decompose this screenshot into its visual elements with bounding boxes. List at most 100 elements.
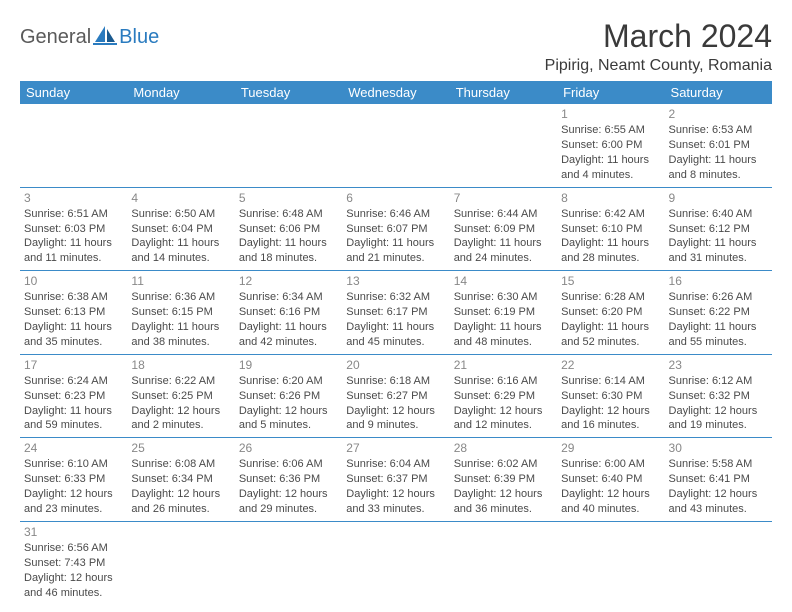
calendar-day-cell: 9Sunrise: 6:40 AMSunset: 6:12 PMDaylight… bbox=[665, 187, 772, 271]
sunset-text: Sunset: 6:12 PM bbox=[669, 222, 768, 237]
day-number: 19 bbox=[239, 357, 338, 373]
sunset-text: Sunset: 6:37 PM bbox=[346, 472, 445, 487]
day-number: 6 bbox=[346, 190, 445, 206]
day-number: 4 bbox=[131, 190, 230, 206]
calendar-day-cell: 31Sunrise: 6:56 AMSunset: 7:43 PMDayligh… bbox=[20, 521, 127, 604]
calendar-week-row: 1Sunrise: 6:55 AMSunset: 6:00 PMDaylight… bbox=[20, 104, 772, 187]
day-info: Sunrise: 6:10 AMSunset: 6:33 PMDaylight:… bbox=[24, 457, 123, 516]
calendar-empty-cell bbox=[450, 104, 557, 187]
daylight-text: Daylight: 12 hours and 46 minutes. bbox=[24, 571, 123, 601]
sunrise-text: Sunrise: 6:24 AM bbox=[24, 374, 123, 389]
calendar-empty-cell bbox=[557, 521, 664, 604]
sunrise-text: Sunrise: 6:14 AM bbox=[561, 374, 660, 389]
sunrise-text: Sunrise: 6:44 AM bbox=[454, 207, 553, 222]
calendar-day-cell: 17Sunrise: 6:24 AMSunset: 6:23 PMDayligh… bbox=[20, 354, 127, 438]
calendar-day-cell: 1Sunrise: 6:55 AMSunset: 6:00 PMDaylight… bbox=[557, 104, 664, 187]
logo-text-blue: Blue bbox=[119, 26, 159, 49]
calendar-empty-cell bbox=[342, 104, 449, 187]
day-number: 29 bbox=[561, 440, 660, 456]
day-info: Sunrise: 6:06 AMSunset: 6:36 PMDaylight:… bbox=[239, 457, 338, 516]
sunset-text: Sunset: 6:17 PM bbox=[346, 305, 445, 320]
sunrise-text: Sunrise: 6:18 AM bbox=[346, 374, 445, 389]
sunrise-text: Sunrise: 6:00 AM bbox=[561, 457, 660, 472]
day-number: 30 bbox=[669, 440, 768, 456]
sunrise-text: Sunrise: 6:48 AM bbox=[239, 207, 338, 222]
sunrise-text: Sunrise: 6:30 AM bbox=[454, 290, 553, 305]
header: General Blue March 2024 Pipirig, Neamt C… bbox=[20, 18, 772, 75]
sunrise-text: Sunrise: 6:46 AM bbox=[346, 207, 445, 222]
calendar-day-cell: 15Sunrise: 6:28 AMSunset: 6:20 PMDayligh… bbox=[557, 271, 664, 355]
day-number: 21 bbox=[454, 357, 553, 373]
header-right: March 2024 Pipirig, Neamt County, Romani… bbox=[545, 18, 772, 75]
sunrise-text: Sunrise: 6:53 AM bbox=[669, 123, 768, 138]
calendar-week-row: 31Sunrise: 6:56 AMSunset: 7:43 PMDayligh… bbox=[20, 521, 772, 604]
sunrise-text: Sunrise: 6:32 AM bbox=[346, 290, 445, 305]
day-number: 3 bbox=[24, 190, 123, 206]
calendar-day-cell: 23Sunrise: 6:12 AMSunset: 6:32 PMDayligh… bbox=[665, 354, 772, 438]
calendar-day-cell: 26Sunrise: 6:06 AMSunset: 6:36 PMDayligh… bbox=[235, 438, 342, 522]
day-number: 7 bbox=[454, 190, 553, 206]
day-info: Sunrise: 6:02 AMSunset: 6:39 PMDaylight:… bbox=[454, 457, 553, 516]
day-info: Sunrise: 6:00 AMSunset: 6:40 PMDaylight:… bbox=[561, 457, 660, 516]
daylight-text: Daylight: 11 hours and 31 minutes. bbox=[669, 236, 768, 266]
calendar-empty-cell bbox=[450, 521, 557, 604]
sunrise-text: Sunrise: 6:06 AM bbox=[239, 457, 338, 472]
day-number: 23 bbox=[669, 357, 768, 373]
sunset-text: Sunset: 6:13 PM bbox=[24, 305, 123, 320]
day-number: 28 bbox=[454, 440, 553, 456]
calendar-body: 1Sunrise: 6:55 AMSunset: 6:00 PMDaylight… bbox=[20, 104, 772, 604]
day-info: Sunrise: 6:32 AMSunset: 6:17 PMDaylight:… bbox=[346, 290, 445, 349]
day-number: 5 bbox=[239, 190, 338, 206]
daylight-text: Daylight: 11 hours and 48 minutes. bbox=[454, 320, 553, 350]
calendar-day-cell: 12Sunrise: 6:34 AMSunset: 6:16 PMDayligh… bbox=[235, 271, 342, 355]
day-info: Sunrise: 6:24 AMSunset: 6:23 PMDaylight:… bbox=[24, 374, 123, 433]
sunset-text: Sunset: 6:20 PM bbox=[561, 305, 660, 320]
daylight-text: Daylight: 11 hours and 21 minutes. bbox=[346, 236, 445, 266]
calendar-header-row: SundayMondayTuesdayWednesdayThursdayFrid… bbox=[20, 81, 772, 104]
sunrise-text: Sunrise: 6:08 AM bbox=[131, 457, 230, 472]
sunset-text: Sunset: 6:34 PM bbox=[131, 472, 230, 487]
daylight-text: Daylight: 11 hours and 24 minutes. bbox=[454, 236, 553, 266]
calendar-day-cell: 6Sunrise: 6:46 AMSunset: 6:07 PMDaylight… bbox=[342, 187, 449, 271]
calendar-empty-cell bbox=[127, 521, 234, 604]
calendar-day-cell: 3Sunrise: 6:51 AMSunset: 6:03 PMDaylight… bbox=[20, 187, 127, 271]
sunset-text: Sunset: 6:33 PM bbox=[24, 472, 123, 487]
sunset-text: Sunset: 6:23 PM bbox=[24, 389, 123, 404]
sunset-text: Sunset: 6:25 PM bbox=[131, 389, 230, 404]
calendar-day-cell: 11Sunrise: 6:36 AMSunset: 6:15 PMDayligh… bbox=[127, 271, 234, 355]
day-info: Sunrise: 6:18 AMSunset: 6:27 PMDaylight:… bbox=[346, 374, 445, 433]
day-number: 18 bbox=[131, 357, 230, 373]
weekday-header: Friday bbox=[557, 81, 664, 104]
calendar-day-cell: 13Sunrise: 6:32 AMSunset: 6:17 PMDayligh… bbox=[342, 271, 449, 355]
calendar-day-cell: 10Sunrise: 6:38 AMSunset: 6:13 PMDayligh… bbox=[20, 271, 127, 355]
day-info: Sunrise: 6:14 AMSunset: 6:30 PMDaylight:… bbox=[561, 374, 660, 433]
calendar-day-cell: 22Sunrise: 6:14 AMSunset: 6:30 PMDayligh… bbox=[557, 354, 664, 438]
daylight-text: Daylight: 12 hours and 9 minutes. bbox=[346, 404, 445, 434]
calendar-week-row: 17Sunrise: 6:24 AMSunset: 6:23 PMDayligh… bbox=[20, 354, 772, 438]
day-info: Sunrise: 6:50 AMSunset: 6:04 PMDaylight:… bbox=[131, 207, 230, 266]
day-number: 17 bbox=[24, 357, 123, 373]
daylight-text: Daylight: 12 hours and 40 minutes. bbox=[561, 487, 660, 517]
sunrise-text: Sunrise: 6:34 AM bbox=[239, 290, 338, 305]
daylight-text: Daylight: 12 hours and 29 minutes. bbox=[239, 487, 338, 517]
daylight-text: Daylight: 11 hours and 35 minutes. bbox=[24, 320, 123, 350]
calendar-day-cell: 29Sunrise: 6:00 AMSunset: 6:40 PMDayligh… bbox=[557, 438, 664, 522]
daylight-text: Daylight: 12 hours and 26 minutes. bbox=[131, 487, 230, 517]
day-number: 15 bbox=[561, 273, 660, 289]
daylight-text: Daylight: 12 hours and 16 minutes. bbox=[561, 404, 660, 434]
daylight-text: Daylight: 11 hours and 4 minutes. bbox=[561, 153, 660, 183]
calendar-day-cell: 2Sunrise: 6:53 AMSunset: 6:01 PMDaylight… bbox=[665, 104, 772, 187]
sunrise-text: Sunrise: 6:10 AM bbox=[24, 457, 123, 472]
day-number: 16 bbox=[669, 273, 768, 289]
sail-icon bbox=[93, 24, 119, 51]
sunrise-text: Sunrise: 6:38 AM bbox=[24, 290, 123, 305]
weekday-header: Wednesday bbox=[342, 81, 449, 104]
sunrise-text: Sunrise: 6:20 AM bbox=[239, 374, 338, 389]
day-number: 25 bbox=[131, 440, 230, 456]
calendar-day-cell: 4Sunrise: 6:50 AMSunset: 6:04 PMDaylight… bbox=[127, 187, 234, 271]
daylight-text: Daylight: 12 hours and 23 minutes. bbox=[24, 487, 123, 517]
calendar-day-cell: 19Sunrise: 6:20 AMSunset: 6:26 PMDayligh… bbox=[235, 354, 342, 438]
sunset-text: Sunset: 7:43 PM bbox=[24, 556, 123, 571]
calendar-day-cell: 14Sunrise: 6:30 AMSunset: 6:19 PMDayligh… bbox=[450, 271, 557, 355]
daylight-text: Daylight: 12 hours and 33 minutes. bbox=[346, 487, 445, 517]
